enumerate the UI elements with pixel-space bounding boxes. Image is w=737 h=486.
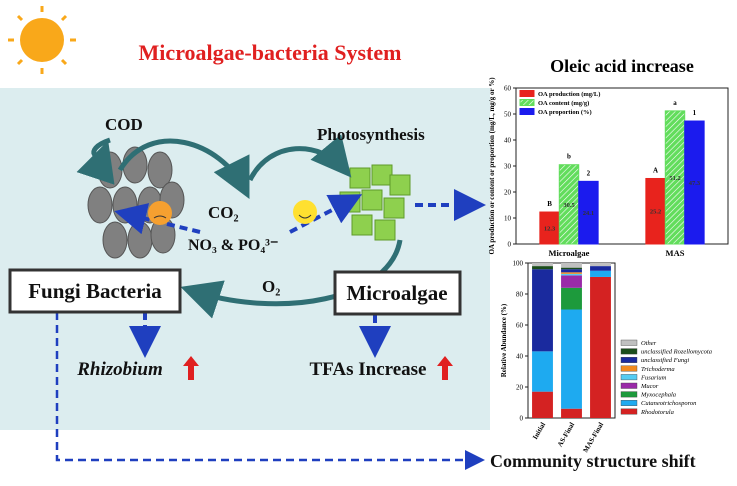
significance-letter: A: [653, 166, 658, 174]
legend-swatch: [620, 408, 638, 415]
y-tick-label: 40: [504, 137, 512, 145]
y-tick-label: 20: [504, 189, 512, 197]
y-tick-label: 80: [516, 291, 524, 299]
legend-swatch: [519, 108, 535, 115]
bar-segment: [561, 287, 582, 310]
o2-label: O₂: [262, 277, 280, 296]
value-label: 30.5: [563, 202, 575, 209]
bar-segment: [532, 269, 553, 352]
y-tick-label: 60: [504, 85, 512, 93]
y-tick-label: 10: [504, 215, 512, 223]
significance-letter: 1: [693, 109, 697, 117]
co2-label: CO₂: [208, 203, 239, 222]
legend-swatch: [620, 391, 638, 398]
value-label: 24.1: [583, 210, 594, 217]
y-tick-label: 0: [520, 415, 524, 423]
significance-letter: B: [547, 200, 552, 208]
legend-label: unclassified Fungi: [641, 357, 689, 364]
legend-swatch: [620, 357, 638, 363]
faces: [148, 200, 317, 225]
value-label: 47.3: [689, 180, 701, 187]
y-axis-label: Relative Abundance (%): [500, 303, 508, 377]
rhizobium-label: Rhizobium: [76, 359, 163, 380]
legend-swatch: [620, 348, 638, 355]
legend-label: OA production (mg/L): [538, 91, 600, 98]
cycle-arrows: [76, 134, 403, 319]
x-tick-label: MAS-Final: [582, 421, 606, 454]
bar-segment: [590, 266, 611, 271]
y-axis-label: OA production or content or proportion (…: [488, 77, 496, 255]
legend-label: Fusarium: [640, 374, 667, 381]
x-tick-label: AS-Final: [556, 421, 576, 448]
x-tick-label: MAS: [666, 248, 685, 258]
photosynthesis-label: Photosynthesis: [317, 125, 425, 144]
bar-segment: [561, 263, 582, 268]
legend-swatch: [620, 339, 638, 346]
y-tick-label: 30: [504, 163, 512, 171]
cod-label: COD: [105, 115, 143, 134]
bar-segment: [561, 267, 582, 270]
legend-label: OA proportion (%): [538, 109, 592, 116]
value-label: 51.2: [669, 175, 680, 182]
y-tick-label: 100: [513, 260, 524, 268]
legend-label: Rhodotorula: [640, 409, 674, 416]
up-arrows: [183, 356, 453, 380]
chart-title: Oleic acid increase: [550, 56, 694, 76]
bar: [684, 120, 705, 245]
legend-swatch: [519, 99, 535, 106]
y-tick-label: 0: [508, 241, 512, 249]
legend-label: Myxocephala: [640, 392, 676, 399]
legend-label: Trichoderma: [641, 366, 675, 373]
bar-segment: [532, 266, 553, 270]
bar-segment: [561, 272, 582, 274]
legend-label: Other: [641, 340, 657, 347]
bar-segment: [532, 351, 553, 392]
fungi-box: [8, 268, 182, 314]
bar-segment: [561, 408, 582, 418]
y-tick-label: 60: [516, 322, 524, 330]
tfas-label: TFAs Increase: [310, 359, 427, 380]
legend-label: Mucor: [640, 383, 659, 390]
value-label: 25.2: [650, 209, 661, 216]
microalgae-box: [333, 270, 462, 316]
bar-segment: [532, 391, 553, 418]
bar-segment: [561, 309, 582, 409]
y-tick-label: 50: [504, 111, 512, 119]
legend-label: Cutaneotrichosporon: [641, 400, 696, 407]
legend-label: unclassified Rozellomycota: [641, 349, 712, 356]
significance-letter: a: [673, 99, 677, 107]
legend-swatch: [620, 400, 638, 406]
bar-segment: [590, 263, 611, 267]
bar-segment: [561, 273, 582, 276]
bar-segment: [532, 263, 553, 267]
bar-segment: [561, 269, 582, 273]
bar: [578, 180, 599, 245]
microalgae-label: Microalgae: [346, 281, 447, 305]
fungi-label: Fungi Bacteria: [28, 279, 162, 303]
community-label: Community structure shift: [490, 451, 696, 471]
x-tick-label: Initial: [531, 421, 547, 441]
significance-letter: b: [567, 153, 571, 161]
value-label: 12.3: [544, 226, 556, 233]
legend-swatch: [519, 90, 535, 97]
legend-swatch: [620, 382, 638, 389]
x-tick-label: Microalgae: [549, 248, 590, 258]
bar-segment: [590, 270, 611, 277]
significance-letter: 2: [587, 169, 591, 177]
sun: [8, 6, 76, 74]
legend-swatch: [620, 365, 638, 372]
diagram-title: Microalgae-bacteria System: [139, 40, 402, 65]
y-tick-label: 20: [516, 384, 524, 392]
nutrients-label: NO₃ & PO₄³⁻: [188, 237, 278, 254]
bar-segment: [590, 276, 611, 418]
y-tick-label: 40: [516, 353, 524, 361]
legend-swatch: [620, 374, 638, 381]
legend-label: OA content (mg/g): [538, 100, 589, 107]
bar-segment: [561, 275, 582, 288]
